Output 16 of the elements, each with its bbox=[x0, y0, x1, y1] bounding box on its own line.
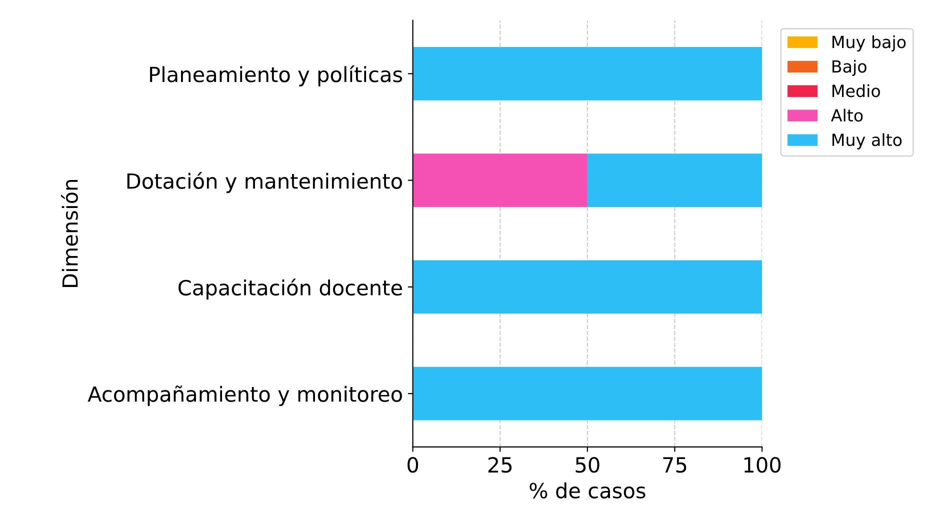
y-tick-label: Acompañamiento y monitoreo bbox=[88, 385, 402, 406]
y-axis-title: Dimensión bbox=[61, 180, 78, 287]
x-tick-label: 75 bbox=[663, 457, 686, 473]
y-tick-label: Dotación y mantenimiento bbox=[127, 172, 402, 193]
x-tick-label: 50 bbox=[576, 456, 600, 473]
legend-label: Alto bbox=[830, 108, 863, 122]
x-tick-label: 100 bbox=[744, 456, 781, 473]
legend-label: Muy bajo bbox=[832, 35, 906, 52]
legend-label: Bajo bbox=[832, 60, 866, 76]
y-tick-label: Capacitación docente bbox=[178, 278, 402, 300]
x-tick-label: 25 bbox=[488, 456, 512, 473]
legend-label: Medio bbox=[832, 84, 880, 98]
x-tick-label: 0 bbox=[408, 456, 418, 473]
y-tick-label: Planeamiento y políticas bbox=[150, 65, 402, 86]
x-axis-title: % de casos bbox=[530, 482, 646, 498]
legend-label: Muy alto bbox=[832, 133, 902, 150]
